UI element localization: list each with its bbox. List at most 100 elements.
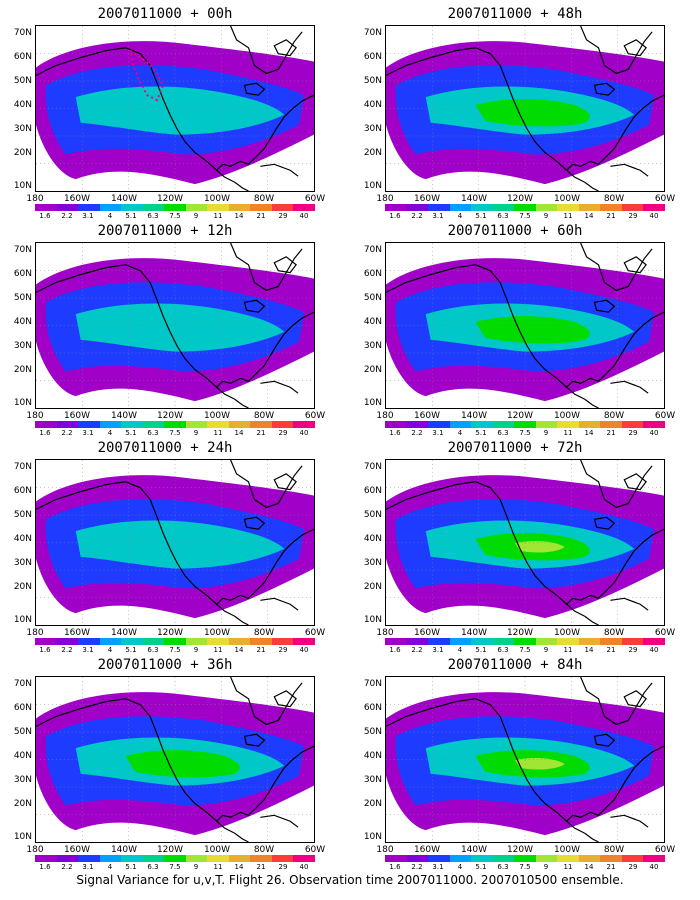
colorbar-label: 7.5 [519, 646, 531, 654]
map-panel: 2007011000 + 60h 70N 60N 50N 40N 30N 20N 10N 180… [350, 222, 680, 437]
latitude-label: 20N [13, 799, 32, 809]
colorbar-label: 6.3 [147, 212, 159, 220]
colorbar-label: 5.1 [475, 646, 487, 654]
colorbar-label: 1.6 [39, 212, 51, 220]
latitude-label: 10N [363, 181, 382, 191]
latitude-label: 60N [363, 703, 382, 713]
colorbar-swatch [121, 204, 143, 211]
colorbar-label: 6.3 [147, 646, 159, 654]
colorbar-label: 5.1 [475, 863, 487, 871]
map-panel: 2007011000 + 00h 70N 60N 50N 40N 30N 20N 10N 180… [0, 5, 330, 220]
longitude-label: 140W [110, 845, 138, 855]
colorbar-label: 11 [563, 646, 573, 654]
colorbar-label: 5.1 [125, 212, 137, 220]
colorbar-swatch [228, 421, 251, 428]
coastline [566, 311, 664, 388]
colorbar [385, 204, 665, 211]
colorbar-swatch [121, 855, 143, 862]
longitude-label: 160W [63, 411, 91, 421]
colorbar-label: 21 [606, 646, 616, 654]
colorbar-swatch [271, 855, 294, 862]
colorbar-swatch [99, 421, 122, 428]
colorbar [385, 638, 665, 645]
colorbar-swatch [514, 638, 536, 645]
colorbar-label: 4 [107, 429, 113, 437]
colorbar-label: 3.1 [82, 429, 94, 437]
colorbar-label: 40 [299, 863, 309, 871]
latitude-label: 50N [13, 510, 32, 520]
latitude-label: 50N [13, 727, 32, 737]
colorbar-label: 1.6 [389, 646, 401, 654]
colorbar-swatch [271, 638, 294, 645]
latitude-label: 10N [363, 615, 382, 625]
coastline [273, 473, 297, 491]
colorbar-label: 14 [584, 212, 594, 220]
signal-variance-map [35, 676, 315, 843]
colorbar-label: 5.1 [125, 646, 137, 654]
latitude-label: 50N [363, 727, 382, 737]
colorbar-label: 14 [234, 863, 244, 871]
colorbar-swatch [621, 421, 644, 428]
latitude-label: 40N [13, 534, 32, 544]
colorbar-swatch [250, 855, 272, 862]
coastline [234, 181, 249, 191]
signal-variance-map [385, 676, 665, 843]
colorbar-swatch [56, 855, 79, 862]
colorbar-label: 7.5 [519, 863, 531, 871]
panel-title: 2007011000 + 48h [447, 6, 583, 22]
longitude-label: 120W [156, 411, 184, 421]
latitude-label: 20N [13, 582, 32, 592]
longitude-label: 180 [376, 194, 394, 204]
coastline [584, 181, 599, 191]
coastline [230, 677, 303, 726]
colorbar-swatch [406, 421, 429, 428]
longitude-label: 80W [603, 411, 625, 421]
coastline [230, 26, 303, 75]
coastline [593, 299, 616, 313]
coastline [566, 94, 664, 171]
latitude-label: 30N [363, 341, 382, 351]
latitude-label: 60N [363, 269, 382, 279]
coastline [216, 745, 314, 822]
coastline [580, 677, 653, 726]
longitude-label: 160W [63, 628, 91, 638]
colorbar-label: 11 [213, 212, 223, 220]
longitude-label: 120W [506, 411, 534, 421]
map-panel: 2007011000 + 84h 70N 60N 50N 40N 30N 20N 10N 180… [350, 656, 680, 871]
map-panel: 2007011000 + 36h 70N 60N 50N 40N 30N 20N 10N 180… [0, 656, 330, 871]
colorbar-label: 6.3 [497, 429, 509, 437]
colorbar-label: 4 [457, 646, 463, 654]
colorbar-label: 6.3 [497, 863, 509, 871]
colorbar-label: 3.1 [432, 863, 444, 871]
colorbar-swatch [250, 204, 272, 211]
longitude-label: 60W [304, 845, 326, 855]
longitude-label: 160W [413, 411, 441, 421]
latitude-label: 60N [13, 703, 32, 713]
coastline [243, 516, 266, 530]
latitude-label: 10N [363, 832, 382, 842]
colorbar-label: 21 [256, 646, 266, 654]
longitude-label: 180 [26, 845, 44, 855]
colorbar-swatch [99, 855, 122, 862]
colorbar-label: 7.5 [169, 646, 181, 654]
longitude-label: 160W [413, 845, 441, 855]
colorbar-swatch [164, 421, 186, 428]
colorbar-swatch [78, 638, 100, 645]
latitude-label: 70N [13, 245, 32, 255]
colorbar-swatch [514, 855, 536, 862]
colorbar-swatch [250, 638, 272, 645]
colorbar-swatch [56, 204, 79, 211]
colorbar-swatch [535, 855, 558, 862]
colorbar-swatch [621, 204, 644, 211]
colorbar-label: 3.1 [432, 212, 444, 220]
signal-variance-map [385, 25, 665, 192]
colorbar-label: 3.1 [432, 429, 444, 437]
coastline [580, 460, 653, 509]
colorbar-label: 7.5 [169, 863, 181, 871]
longitude-label: 120W [156, 628, 184, 638]
longitude-label: 80W [603, 845, 625, 855]
latitude-label: 10N [363, 398, 382, 408]
longitude-label: 180 [376, 411, 394, 421]
colorbar-swatch [406, 204, 429, 211]
latitude-label: 50N [363, 76, 382, 86]
